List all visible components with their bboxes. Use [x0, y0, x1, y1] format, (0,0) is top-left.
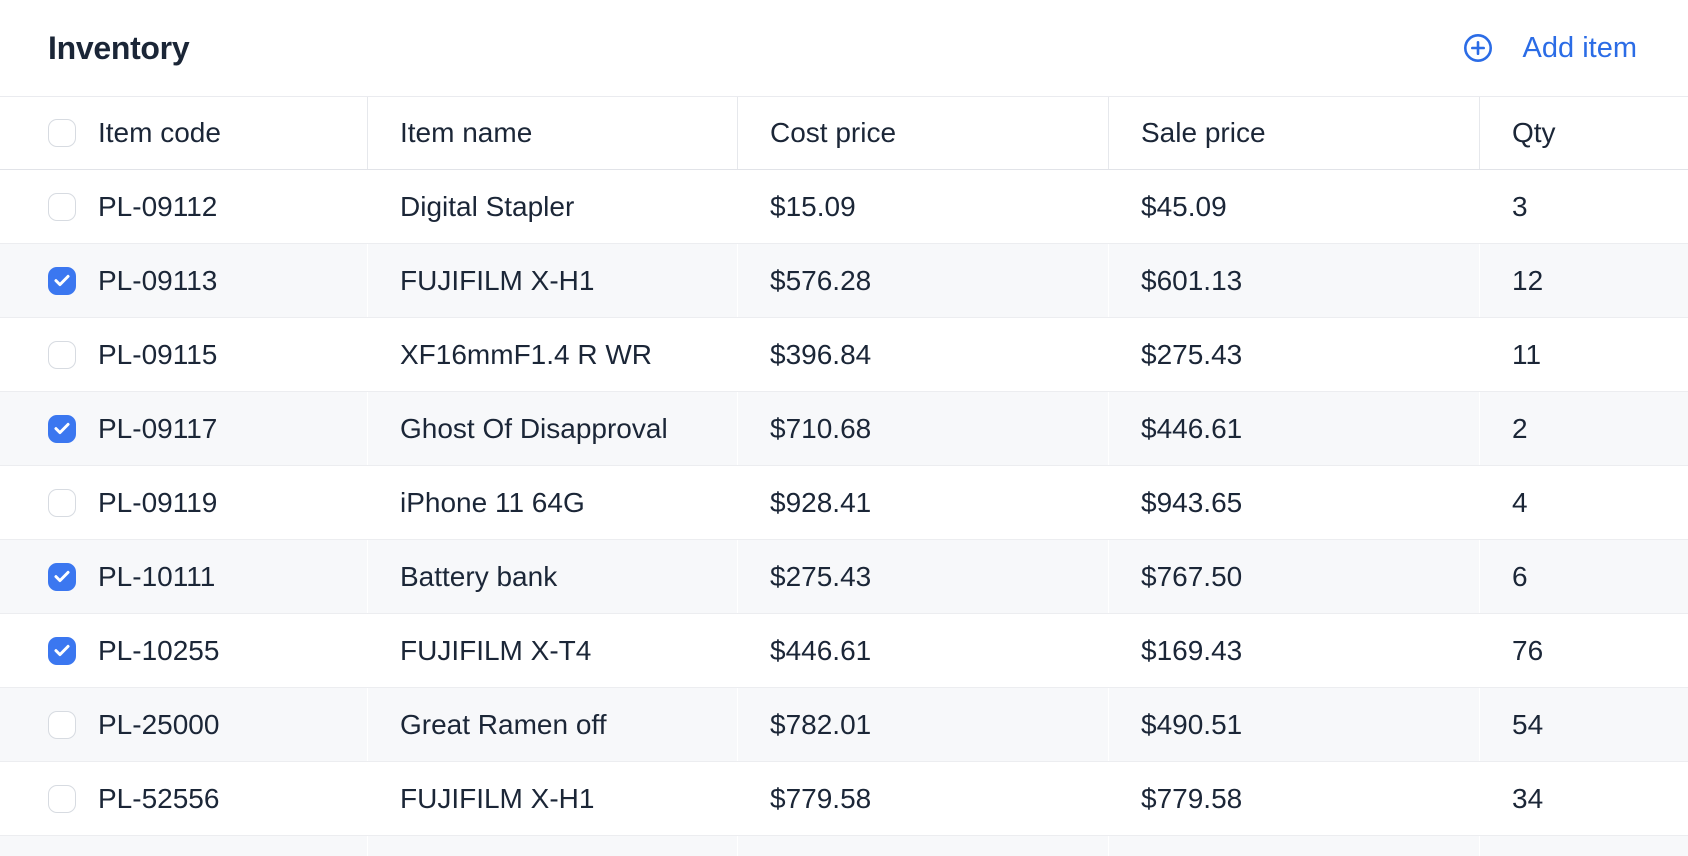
- row-checkbox[interactable]: [48, 340, 76, 369]
- table-header-row: Item code Item name Cost price Sale pric…: [0, 96, 1688, 170]
- table-row: PL-09115 XF16mmF1.4 R WR $396.84 $275.43…: [0, 318, 1688, 392]
- item-code-text: PL-09113: [98, 264, 218, 296]
- table-row-partial: [0, 836, 1688, 856]
- item-name-cell: FUJIFILM X-T4: [368, 614, 738, 687]
- item-name-cell: Ghost Of Disapproval: [368, 392, 738, 465]
- item-code-text: PL-09119: [98, 486, 218, 518]
- item-code-text: PL-52556: [98, 782, 220, 814]
- row-checkbox[interactable]: [48, 488, 76, 517]
- qty-cell: 76: [1512, 634, 1544, 666]
- select-all-checkbox[interactable]: [48, 119, 76, 147]
- item-name-cell: iPhone 11 64G: [368, 466, 738, 539]
- item-code-cell: PL-09113: [0, 244, 368, 317]
- add-item-label: Add item: [1522, 31, 1637, 64]
- row-checkbox[interactable]: [48, 414, 76, 443]
- qty-cell: 34: [1512, 782, 1544, 814]
- item-name-cell: XF16mmF1.4 R WR: [368, 318, 738, 391]
- add-item-button[interactable]: Add item: [1463, 32, 1637, 65]
- item-name-cell: Great Ramen off: [368, 688, 738, 761]
- table-row: PL-25000 Great Ramen off $782.01 $490.51…: [0, 688, 1688, 762]
- item-code-text: PL-09117: [98, 412, 218, 444]
- sale-price-cell: $446.61: [1109, 392, 1480, 465]
- column-header-cost-price: Cost price: [738, 97, 1109, 169]
- row-checkbox[interactable]: [48, 266, 76, 295]
- row-checkbox[interactable]: [48, 562, 76, 591]
- item-code-cell: PL-10255: [0, 614, 368, 687]
- table-row: PL-52556 FUJIFILM X-H1 $779.58 $779.58 3…: [0, 762, 1688, 836]
- item-code-cell: PL-10111: [0, 540, 368, 613]
- item-code-text: PL-25000: [98, 708, 220, 740]
- cost-price-cell: $928.41: [738, 466, 1109, 539]
- cost-price-cell: $396.84: [738, 318, 1109, 391]
- cost-price-cell: $275.43: [738, 540, 1109, 613]
- topbar: Inventory Add item: [0, 0, 1688, 96]
- qty-cell: 6: [1512, 560, 1528, 592]
- table-row: PL-09113 FUJIFILM X-H1 $576.28 $601.13 1…: [0, 244, 1688, 318]
- sale-price-cell: $943.65: [1109, 466, 1480, 539]
- qty-cell: 12: [1512, 264, 1544, 296]
- qty-cell: 4: [1512, 486, 1528, 518]
- table-row: PL-09119 iPhone 11 64G $928.41 $943.65 4: [0, 466, 1688, 540]
- column-header-item-name: Item name: [368, 97, 738, 169]
- item-code-cell: PL-09112: [0, 170, 368, 243]
- row-checkbox[interactable]: [48, 784, 76, 813]
- cost-price-cell: $710.68: [738, 392, 1109, 465]
- cost-price-cell: $576.28: [738, 244, 1109, 317]
- item-code-text: PL-09115: [98, 338, 218, 370]
- plus-circle-icon: [1463, 33, 1493, 63]
- sale-price-cell: $275.43: [1109, 318, 1480, 391]
- item-name-cell: Digital Stapler: [368, 170, 738, 243]
- qty-cell: 11: [1512, 338, 1542, 370]
- qty-cell: 54: [1512, 708, 1544, 740]
- column-header-label: Item code: [98, 117, 221, 148]
- item-name-cell: Battery bank: [368, 540, 738, 613]
- row-checkbox[interactable]: [48, 192, 76, 221]
- item-code-text: PL-10111: [98, 560, 216, 592]
- cost-price-cell: $15.09: [738, 170, 1109, 243]
- cost-price-cell: $446.61: [738, 614, 1109, 687]
- cost-price-cell: $782.01: [738, 688, 1109, 761]
- table-row: PL-10111 Battery bank $275.43 $767.50 6: [0, 540, 1688, 614]
- item-code-cell: PL-09119: [0, 466, 368, 539]
- page-title: Inventory: [48, 29, 190, 66]
- item-code-cell: PL-09115: [0, 318, 368, 391]
- qty-cell: 3: [1512, 190, 1528, 222]
- item-code-text: PL-10255: [98, 634, 220, 666]
- table-row: PL-09112 Digital Stapler $15.09 $45.09 3: [0, 170, 1688, 244]
- item-code-cell: PL-09117: [0, 392, 368, 465]
- table-row: PL-10255 FUJIFILM X-T4 $446.61 $169.43 7…: [0, 614, 1688, 688]
- table-row: PL-09117 Ghost Of Disapproval $710.68 $4…: [0, 392, 1688, 466]
- column-header-qty: Qty: [1512, 117, 1556, 148]
- item-code-cell: PL-25000: [0, 688, 368, 761]
- item-name-cell: FUJIFILM X-H1: [368, 762, 738, 835]
- qty-cell: 2: [1512, 412, 1528, 444]
- row-checkbox[interactable]: [48, 710, 76, 739]
- column-header-sale-price: Sale price: [1109, 97, 1480, 169]
- sale-price-cell: $601.13: [1109, 244, 1480, 317]
- table-body: PL-09112 Digital Stapler $15.09 $45.09 3…: [0, 170, 1688, 836]
- item-code-text: PL-09112: [98, 190, 218, 222]
- sale-price-cell: $169.43: [1109, 614, 1480, 687]
- sale-price-cell: $45.09: [1109, 170, 1480, 243]
- sale-price-cell: $490.51: [1109, 688, 1480, 761]
- item-name-cell: FUJIFILM X-H1: [368, 244, 738, 317]
- row-checkbox[interactable]: [48, 636, 76, 665]
- sale-price-cell: $779.58: [1109, 762, 1480, 835]
- item-code-cell: PL-52556: [0, 762, 368, 835]
- sale-price-cell: $767.50: [1109, 540, 1480, 613]
- column-header-item-code: Item code: [0, 97, 368, 169]
- cost-price-cell: $779.58: [738, 762, 1109, 835]
